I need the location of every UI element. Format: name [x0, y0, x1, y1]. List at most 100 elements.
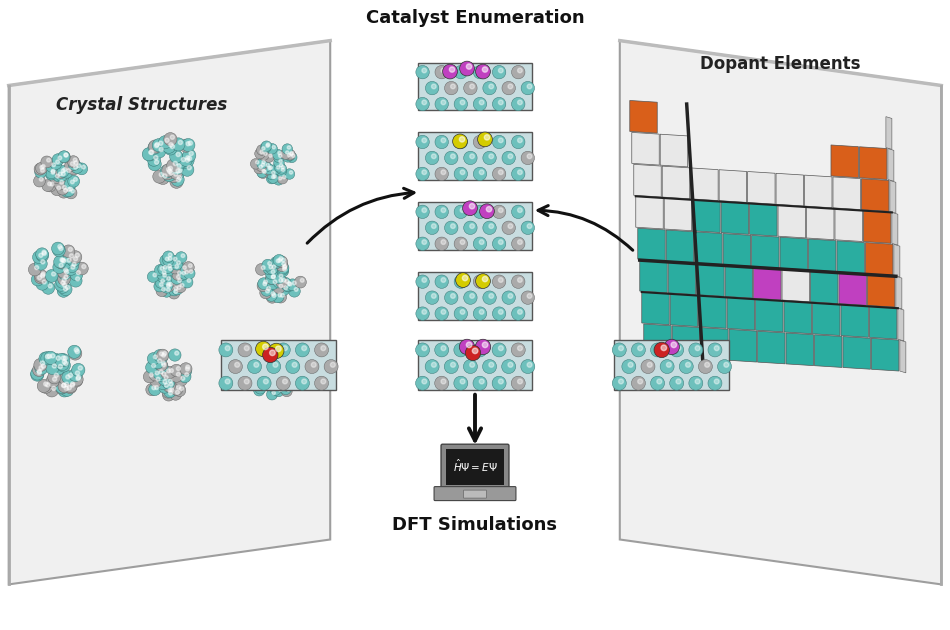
Circle shape: [272, 363, 276, 367]
Circle shape: [156, 360, 168, 373]
Circle shape: [180, 153, 193, 166]
Circle shape: [260, 375, 264, 378]
Circle shape: [415, 376, 429, 390]
Circle shape: [168, 388, 172, 392]
Circle shape: [60, 180, 64, 184]
Circle shape: [153, 170, 166, 183]
Circle shape: [156, 377, 160, 381]
Circle shape: [58, 156, 62, 160]
Circle shape: [157, 349, 169, 362]
Circle shape: [46, 167, 57, 179]
Circle shape: [435, 66, 448, 79]
Circle shape: [61, 281, 65, 285]
Circle shape: [280, 294, 284, 297]
Circle shape: [508, 224, 513, 229]
Circle shape: [252, 375, 256, 379]
Circle shape: [499, 170, 504, 175]
Circle shape: [61, 256, 73, 268]
Circle shape: [476, 64, 490, 79]
Circle shape: [162, 255, 174, 266]
Circle shape: [49, 353, 63, 367]
Circle shape: [422, 346, 427, 351]
FancyBboxPatch shape: [418, 62, 532, 110]
Circle shape: [163, 386, 176, 398]
Circle shape: [464, 291, 477, 304]
Circle shape: [257, 280, 269, 292]
Circle shape: [63, 185, 66, 189]
Circle shape: [61, 169, 65, 173]
Circle shape: [160, 173, 163, 176]
Circle shape: [502, 81, 516, 94]
Circle shape: [68, 347, 82, 360]
Circle shape: [276, 376, 291, 390]
Circle shape: [269, 265, 273, 269]
Circle shape: [254, 385, 265, 396]
Circle shape: [283, 265, 287, 269]
Circle shape: [281, 168, 285, 171]
Circle shape: [164, 375, 168, 380]
Circle shape: [189, 151, 194, 156]
Circle shape: [274, 255, 285, 266]
Circle shape: [170, 150, 182, 163]
Circle shape: [41, 352, 54, 365]
Circle shape: [65, 386, 68, 391]
Polygon shape: [805, 175, 832, 208]
Polygon shape: [864, 210, 891, 243]
Circle shape: [464, 360, 478, 374]
Circle shape: [56, 169, 67, 181]
Circle shape: [179, 370, 191, 382]
Circle shape: [149, 373, 153, 377]
Circle shape: [278, 284, 290, 295]
Circle shape: [74, 161, 78, 164]
Circle shape: [255, 383, 266, 394]
Circle shape: [153, 273, 157, 277]
Circle shape: [76, 375, 81, 380]
Circle shape: [265, 273, 277, 285]
Circle shape: [426, 81, 439, 94]
Circle shape: [176, 152, 180, 157]
Circle shape: [259, 369, 263, 373]
Circle shape: [180, 376, 185, 381]
Circle shape: [441, 240, 446, 244]
Circle shape: [171, 273, 182, 284]
FancyBboxPatch shape: [418, 202, 532, 250]
Circle shape: [180, 154, 194, 167]
Circle shape: [695, 346, 700, 351]
Circle shape: [305, 360, 319, 374]
Circle shape: [162, 140, 176, 153]
Circle shape: [282, 360, 285, 363]
Circle shape: [28, 263, 41, 276]
Circle shape: [160, 283, 163, 287]
Circle shape: [435, 237, 448, 251]
Circle shape: [286, 386, 289, 389]
Circle shape: [148, 140, 162, 153]
Circle shape: [162, 164, 175, 177]
Circle shape: [441, 138, 446, 142]
Circle shape: [63, 185, 75, 197]
Circle shape: [52, 244, 66, 256]
Circle shape: [272, 256, 284, 268]
Circle shape: [175, 374, 187, 386]
Circle shape: [450, 294, 455, 299]
Circle shape: [714, 379, 719, 384]
Circle shape: [272, 146, 276, 149]
Circle shape: [177, 285, 180, 289]
Circle shape: [450, 362, 455, 367]
Circle shape: [499, 68, 504, 73]
Circle shape: [255, 372, 266, 384]
Circle shape: [41, 156, 53, 168]
Circle shape: [257, 278, 270, 290]
Polygon shape: [871, 338, 899, 371]
Circle shape: [698, 360, 712, 374]
Circle shape: [160, 255, 171, 266]
Circle shape: [274, 272, 285, 284]
Circle shape: [162, 273, 166, 277]
Polygon shape: [755, 299, 783, 332]
Circle shape: [256, 161, 259, 164]
Polygon shape: [831, 145, 859, 178]
Circle shape: [489, 84, 494, 89]
Circle shape: [169, 263, 180, 274]
Circle shape: [61, 356, 66, 360]
FancyBboxPatch shape: [615, 340, 730, 390]
Circle shape: [180, 139, 193, 152]
